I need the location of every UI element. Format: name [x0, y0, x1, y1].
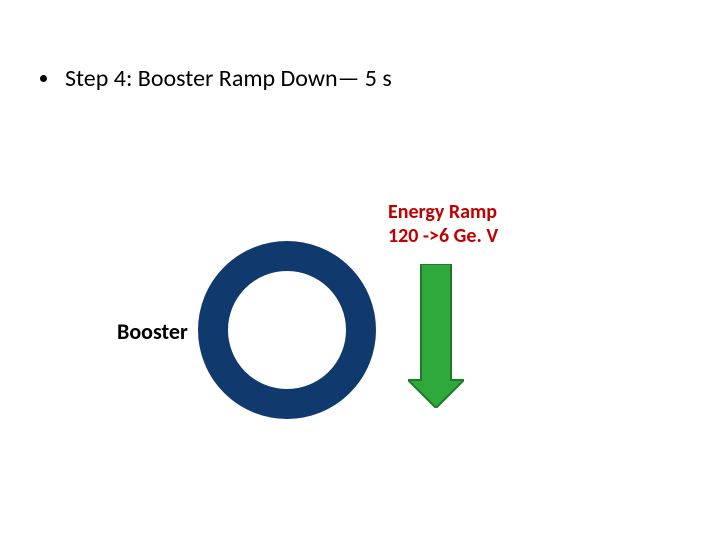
down-arrow-icon	[408, 264, 464, 413]
energy-ramp-label: Energy Ramp 120 ->6 Ge. V	[388, 200, 498, 248]
booster-label: Booster	[117, 318, 188, 345]
booster-ring	[198, 241, 376, 419]
energy-ramp-line2: 120 ->6 Ge. V	[388, 224, 498, 248]
bullet-dot-icon	[40, 75, 47, 82]
energy-ramp-line1: Energy Ramp	[388, 200, 497, 224]
step-bullet: Step 4: Booster Ramp Down— 5 s	[40, 64, 392, 93]
step-bullet-text: Step 4: Booster Ramp Down— 5 s	[65, 64, 392, 93]
